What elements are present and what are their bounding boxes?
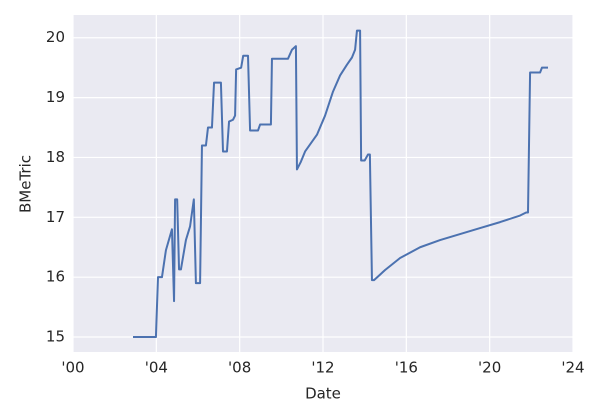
y-tick-label: 16 — [46, 268, 65, 286]
x-tick-label: '12 — [311, 359, 334, 377]
x-axis-label: Date — [305, 385, 341, 403]
y-tick-label: 19 — [46, 88, 65, 106]
y-tick-label: 18 — [46, 148, 65, 166]
data-line — [133, 29, 548, 339]
x-tick-label: '08 — [228, 359, 251, 377]
y-tick-label: 17 — [46, 208, 65, 226]
y-tick-label: 15 — [46, 328, 65, 346]
x-tick-label: '04 — [145, 359, 168, 377]
x-tick-label: '24 — [561, 359, 584, 377]
x-tick-label: '00 — [61, 359, 84, 377]
y-tick-label: 20 — [46, 28, 65, 46]
x-tick-label: '20 — [478, 359, 501, 377]
y-axis-label: BMeTric — [17, 155, 35, 213]
x-tick-label: '16 — [395, 359, 418, 377]
